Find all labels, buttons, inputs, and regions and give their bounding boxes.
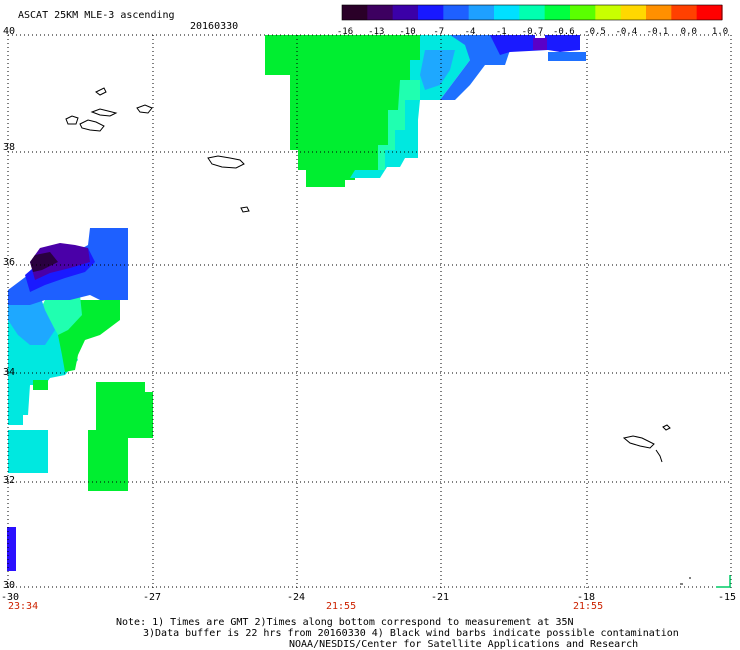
colorbar-swatch xyxy=(646,5,672,20)
colorbar-label: 0.0 xyxy=(681,27,697,37)
swath-green-block xyxy=(88,382,153,491)
colorbar-border xyxy=(341,4,723,21)
lat-label-40: 40 xyxy=(3,26,16,37)
colorbar-swatch xyxy=(519,5,546,20)
colorbar-swatch xyxy=(342,5,368,20)
colorbar-swatch xyxy=(620,5,647,20)
colorbar-label: -4 xyxy=(465,27,476,37)
azores-island-5 xyxy=(136,104,153,114)
swath-blue-bar xyxy=(7,527,16,571)
madeira xyxy=(622,435,655,449)
colorbar-label: -0.6 xyxy=(553,27,575,37)
colorbar-label: -0.4 xyxy=(615,27,637,37)
swath-top-purple xyxy=(533,38,547,50)
colorbar-label: -0.1 xyxy=(647,27,669,37)
colorbar-label: -7 xyxy=(433,27,444,37)
swath-left-teal xyxy=(40,295,82,335)
wind-scale-marker xyxy=(716,575,731,588)
swath-left-green-dot xyxy=(33,380,48,390)
desertas xyxy=(655,449,663,463)
colorbar-label: -0.7 xyxy=(522,27,544,37)
time-label-1: 23:34 xyxy=(8,601,39,612)
colorbar-label: -16 xyxy=(337,27,353,37)
lon-label-minus21: -21 xyxy=(431,592,450,603)
madeira-2 xyxy=(662,424,671,431)
lat-lon-grid xyxy=(7,34,732,590)
lon-label-minus24: -24 xyxy=(287,592,306,603)
lon-label-minus30: -30 xyxy=(1,592,20,603)
data-swaths xyxy=(7,35,586,571)
azores-island-2 xyxy=(79,119,105,132)
swath-top-blue-tail xyxy=(548,52,586,61)
swath-left-cyan-strip xyxy=(8,390,23,425)
swath-left-purple xyxy=(30,243,90,280)
lon-label-minus18: -18 xyxy=(577,592,596,603)
colorbar-label: -10 xyxy=(399,27,415,37)
colorbar xyxy=(341,4,723,21)
azores-island-1 xyxy=(65,115,79,125)
azores-island-7 xyxy=(240,206,250,213)
footer-note-2: 3)Data buffer is 22 hrs from 20160330 4)… xyxy=(143,628,679,639)
swath-left-lightblue xyxy=(8,295,55,345)
colorbar-swatch xyxy=(367,5,394,20)
colorbar-label: -1 xyxy=(496,27,507,37)
lat-label-38: 38 xyxy=(3,142,16,153)
colorbar-swatch xyxy=(392,5,419,20)
colorbar-swatch xyxy=(544,5,571,20)
colorbar-swatch xyxy=(595,5,622,20)
footer-note-1: Note: 1) Times are GMT 2)Times along bot… xyxy=(116,617,574,628)
chart-date: 20160330 xyxy=(190,21,239,32)
lat-label-32: 32 xyxy=(3,475,16,486)
azores-island-4 xyxy=(95,87,107,96)
time-label-3: 21:55 xyxy=(573,601,604,612)
swath-left-darkpurple xyxy=(30,252,58,272)
colorbar-swatch xyxy=(671,5,698,20)
colorbar-label: -13 xyxy=(368,27,384,37)
azores-island-3 xyxy=(90,108,118,117)
colorbar-swatch xyxy=(443,5,470,20)
swath-cyan-block xyxy=(8,430,48,473)
swath-top-green xyxy=(265,35,420,187)
colorbar-swatch xyxy=(494,5,520,20)
lat-label-36: 36 xyxy=(3,257,16,268)
swath-top-teal xyxy=(378,80,420,170)
colorbar-swatch xyxy=(570,5,596,20)
colorbar-swatch xyxy=(418,5,444,20)
time-label-2: 21:55 xyxy=(326,601,357,612)
azores-island-6 xyxy=(207,155,245,169)
colorbar-swatch xyxy=(468,5,495,20)
colorbar-swatch xyxy=(696,5,723,20)
lon-label-minus27: -27 xyxy=(143,592,162,603)
coastlines xyxy=(65,87,691,585)
colorbar-label: -0.5 xyxy=(584,27,606,37)
lat-label-30: 30 xyxy=(3,580,16,591)
colorbar-label: 1.0 xyxy=(712,27,728,37)
chart-title: ASCAT 25KM MLE-3 ascending xyxy=(18,10,175,21)
lat-label-34: 34 xyxy=(3,367,16,378)
swath-top-lightblue xyxy=(420,50,455,90)
colorbar-labels: -16 -13 -10 -7 -4 -1 -0.7 -0.6 -0.5 -0.4 -0.1 0.0 1.… xyxy=(337,27,728,37)
footer-credit: NOAA/NESDIS/Center for Satellite Applica… xyxy=(289,639,639,650)
lon-label-minus15: -15 xyxy=(718,592,737,603)
